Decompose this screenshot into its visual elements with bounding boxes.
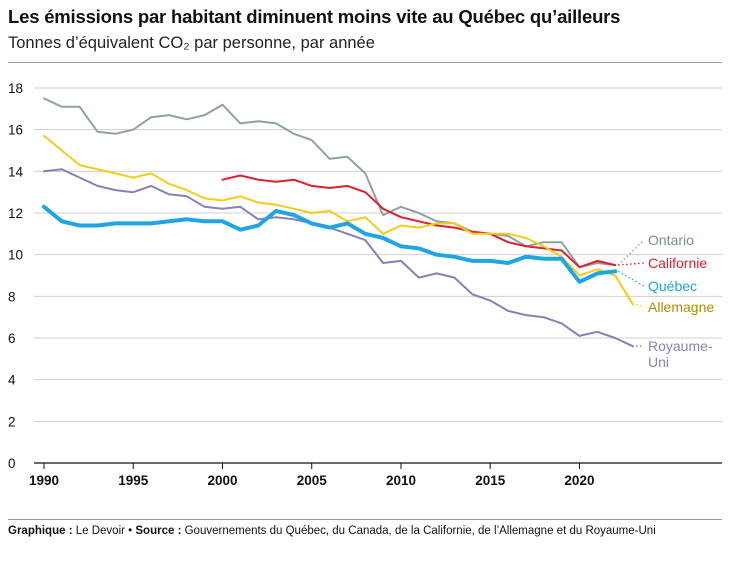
y-tick-label-2: 2: [8, 414, 16, 429]
footer-separator: •: [128, 525, 133, 537]
y-tick-label-8: 8: [8, 289, 16, 304]
x-tick-label-2000: 2000: [207, 473, 237, 488]
series-label-allemagne: Allemagne: [648, 299, 714, 315]
y-tick-label-6: 6: [8, 331, 16, 346]
series-label-californie: Californie: [648, 255, 707, 271]
x-tick-label-1990: 1990: [29, 473, 59, 488]
chart-footer: Graphique : Le Devoir • Source : Gouvern…: [8, 524, 708, 539]
graphic-label: Graphique :: [8, 525, 73, 537]
series-label-part: Royaume-: [648, 338, 713, 354]
y-tick-label-14: 14: [8, 164, 24, 179]
series-label-quebec: Québec: [648, 278, 697, 294]
y-tick-label-4: 4: [8, 373, 16, 388]
chart-subtitle: Tonnes d’équivalent CO₂ par personne, pa…: [8, 34, 375, 52]
series-line-allemagne: [43, 134, 634, 306]
x-tick-label-2015: 2015: [475, 473, 506, 488]
source-text: Gouvernements du Québec, du Canada, de l…: [184, 525, 656, 537]
y-tick-label-16: 16: [8, 123, 23, 138]
x-tick-label-2020: 2020: [564, 473, 594, 488]
graphic-credit: Le Devoir: [75, 525, 125, 537]
series-labels: Ontario Californie Allemagne Royaume-Uni Qué…: [617, 232, 714, 370]
y-tick-label-12: 12: [8, 206, 23, 221]
y-tick-label-0: 0: [8, 456, 16, 471]
connector-quebec: [617, 270, 645, 287]
source-label: Source :: [135, 525, 182, 537]
grid-lines: [34, 87, 722, 422]
series-lines: [42, 97, 634, 348]
x-tick-label-2005: 2005: [297, 473, 328, 488]
series-line-royaume-uni: [43, 168, 634, 348]
top-divider: [8, 62, 722, 63]
series-label-part: Uni: [648, 354, 669, 370]
footer-divider: [8, 519, 722, 520]
connector-allemagne: [635, 304, 645, 308]
y-tick-label-18: 18: [8, 81, 23, 96]
series-label-ontario: Ontario: [648, 232, 694, 248]
connector-californie: [618, 262, 645, 266]
series-line-ontario: [43, 97, 617, 269]
connector-ontario: [617, 239, 645, 266]
series-label-royaume-uni: Royaume-Uni: [648, 338, 713, 370]
x-tick-label-1995: 1995: [118, 473, 149, 488]
series-line-quebec: [42, 204, 618, 284]
x-tick-label-2010: 2010: [386, 473, 416, 488]
y-tick-label-10: 10: [8, 248, 23, 263]
axes: 0 2 4 6 8 10 12 14 16 18 1990 1995 2000 2005 2010 2015 2…: [8, 81, 722, 488]
chart-title: Les émissions par habitant diminuent moi…: [8, 6, 621, 27]
